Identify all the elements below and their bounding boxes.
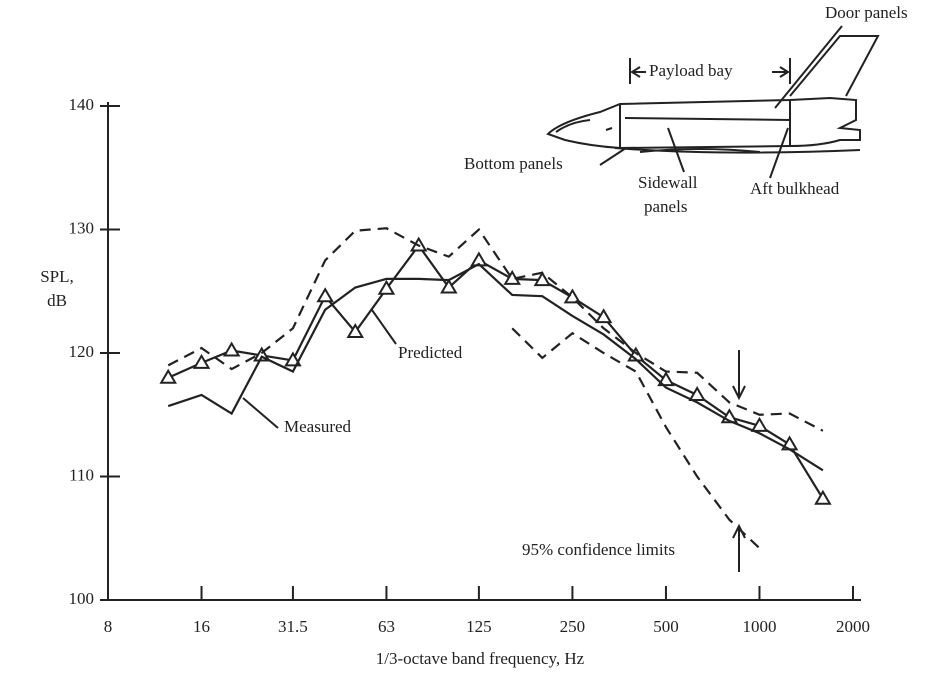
diagram-label: Payload bay (649, 61, 733, 80)
triangle-marker (377, 279, 396, 295)
triangle-marker (222, 341, 241, 357)
y-tick-label: 130 (69, 218, 95, 237)
x-tick-label: 63 (378, 617, 395, 636)
x-tick-label: 250 (560, 617, 586, 636)
triangle-marker (750, 416, 769, 432)
triangle-marker (688, 386, 706, 401)
leader (667, 127, 685, 173)
triangle-marker (284, 351, 302, 367)
diagram-label: Bottom panels (464, 154, 563, 173)
diagram-label: Sidewall (638, 173, 698, 192)
x-tick-label: 500 (653, 617, 679, 636)
annotation: Predicted (398, 343, 463, 362)
leader (769, 127, 789, 179)
triangle-marker (346, 323, 365, 339)
series-line (167, 227, 824, 432)
triangle-marker (192, 353, 211, 369)
series-line (167, 243, 824, 500)
series-line (167, 262, 824, 472)
triangle-marker (814, 489, 832, 505)
x-tick-label: 8 (104, 617, 113, 636)
triangle-marker (440, 278, 458, 294)
triangle-marker (594, 308, 613, 324)
x-tick-label: 31.5 (278, 617, 308, 636)
leader (599, 147, 627, 166)
x-label: 1/3-octave band frequency, Hz (376, 649, 585, 668)
diagram-label: Door panels (825, 3, 908, 22)
diagram-label: panels (644, 197, 687, 216)
arrow (732, 385, 746, 401)
series-line (511, 327, 761, 549)
triangle-marker (563, 288, 582, 304)
y-tick-label: 140 (69, 95, 95, 114)
x-tick-label: 16 (193, 617, 210, 636)
leader (774, 25, 843, 109)
shuttle-diagram (546, 35, 880, 154)
diagram-label: Aft bulkhead (750, 179, 840, 198)
annotation: Measured (284, 417, 352, 436)
triangle-marker (159, 368, 177, 384)
y-tick-label: 100 (69, 589, 95, 608)
triangle-marker (533, 271, 552, 287)
leader (371, 309, 397, 345)
x-tick-label: 1000 (742, 617, 776, 636)
bracket (629, 58, 791, 84)
y-label: dB (47, 291, 67, 310)
x-tick-label: 2000 (836, 617, 870, 636)
x-tick-label: 125 (466, 617, 492, 636)
y-tick-label: 120 (69, 342, 95, 361)
annotation: 95% confidence limits (522, 540, 675, 559)
y-label: SPL, (40, 267, 74, 286)
y-tick-label: 110 (69, 465, 94, 484)
leader (242, 397, 279, 429)
triangle-marker (657, 371, 675, 387)
triangle-marker (316, 287, 334, 303)
